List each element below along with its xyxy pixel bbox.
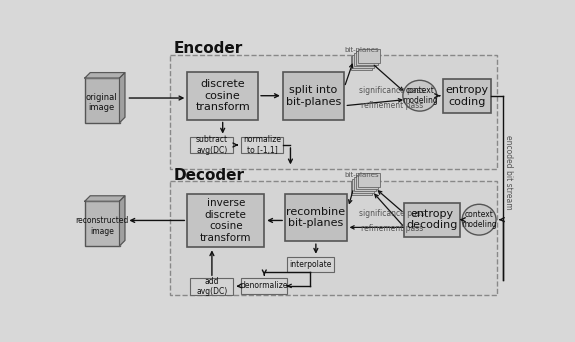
Polygon shape <box>120 73 125 123</box>
Text: significance pass: significance pass <box>359 86 425 95</box>
Bar <box>170 55 497 169</box>
Bar <box>354 177 376 191</box>
Bar <box>351 181 372 195</box>
Text: recombine
bit-planes: recombine bit-planes <box>286 207 346 228</box>
Bar <box>190 278 233 295</box>
Bar <box>354 53 376 66</box>
Text: Decoder: Decoder <box>174 168 244 183</box>
Text: context
modeling: context modeling <box>461 210 497 229</box>
Bar <box>85 78 120 123</box>
Text: original
image: original image <box>86 93 118 112</box>
Text: refinement pass: refinement pass <box>361 101 423 110</box>
Bar <box>288 256 334 272</box>
Bar <box>351 56 372 70</box>
Bar <box>285 194 347 241</box>
Bar <box>358 173 380 187</box>
Text: bit-planes: bit-planes <box>344 172 378 178</box>
Text: bit-planes: bit-planes <box>344 47 378 53</box>
Bar <box>404 203 460 237</box>
Text: refinement pass: refinement pass <box>361 224 423 234</box>
Text: Encoder: Encoder <box>174 41 243 56</box>
Bar <box>283 72 344 120</box>
Bar <box>356 51 378 65</box>
Text: inverse
discrete
cosine
transform: inverse discrete cosine transform <box>200 198 251 243</box>
Bar <box>241 136 283 154</box>
Bar <box>85 201 120 246</box>
Text: subtract
avg(DC): subtract avg(DC) <box>196 135 228 155</box>
Ellipse shape <box>462 204 496 235</box>
Polygon shape <box>85 196 125 201</box>
Bar <box>352 179 374 193</box>
Text: interpolate: interpolate <box>289 260 332 269</box>
Bar <box>356 175 378 189</box>
Text: normalize
to [-1,1]: normalize to [-1,1] <box>243 135 281 155</box>
Polygon shape <box>120 196 125 246</box>
Bar <box>241 278 288 293</box>
Text: denormalize: denormalize <box>240 281 288 290</box>
Bar <box>352 54 374 68</box>
Text: discrete
cosine
transform: discrete cosine transform <box>196 79 250 112</box>
Bar <box>358 49 380 63</box>
Polygon shape <box>85 73 125 78</box>
Text: significance pass: significance pass <box>359 209 425 218</box>
Text: entropy
coding: entropy coding <box>445 85 488 106</box>
Text: reconstructed
image: reconstructed image <box>75 216 128 236</box>
Bar <box>187 194 264 247</box>
Text: context
modeling: context modeling <box>402 86 438 105</box>
Text: add
avg(DC): add avg(DC) <box>196 277 228 297</box>
Bar <box>190 136 233 154</box>
Bar <box>187 72 258 120</box>
Ellipse shape <box>403 80 437 111</box>
Bar <box>170 181 497 295</box>
Text: entropy
decoding: entropy decoding <box>407 209 458 231</box>
Bar <box>443 79 490 113</box>
Text: encoded bit stream: encoded bit stream <box>504 135 513 209</box>
Text: split into
bit-planes: split into bit-planes <box>286 85 341 106</box>
